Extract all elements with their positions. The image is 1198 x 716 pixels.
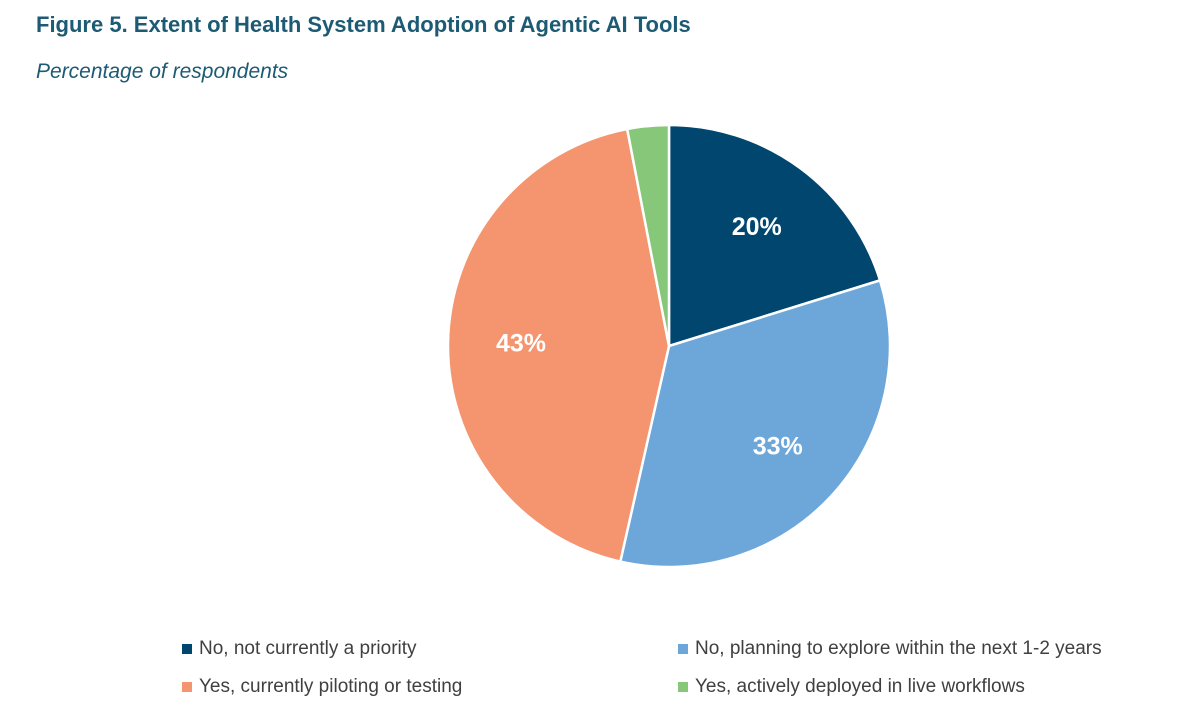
pie-slice xyxy=(667,123,882,348)
slice-data-label: 43% xyxy=(496,330,546,358)
legend: No, not currently a priority No, plannin… xyxy=(182,638,1182,708)
legend-swatch xyxy=(678,682,688,692)
chart-subtitle: Percentage of respondents xyxy=(36,60,289,83)
legend-swatch xyxy=(678,644,688,654)
pie-slice xyxy=(446,127,671,563)
slice-data-label: 20% xyxy=(732,213,782,241)
pie-slices xyxy=(446,123,892,569)
pie-chart: 20% 33% 43% xyxy=(446,123,892,569)
legend-swatch xyxy=(182,682,192,692)
pie-labels: 20% 33% 43% xyxy=(496,213,803,461)
pie-slice xyxy=(619,279,892,569)
legend-label: Yes, actively deployed in live workflows xyxy=(695,676,1025,697)
legend-item: Yes, currently piloting or testing xyxy=(182,676,462,698)
legend-item: No, planning to explore within the next … xyxy=(678,638,1102,660)
pie-slice xyxy=(625,123,671,348)
legend-label: No, planning to explore within the next … xyxy=(695,638,1102,659)
slice-data-label: 33% xyxy=(753,432,803,460)
legend-label: Yes, currently piloting or testing xyxy=(199,676,463,697)
legend-item: Yes, actively deployed in live workflows xyxy=(678,676,1025,698)
legend-item: No, not currently a priority xyxy=(182,638,417,660)
chart-title: Figure 5. Extent of Health System Adopti… xyxy=(36,12,691,37)
legend-swatch xyxy=(182,644,192,654)
legend-label: No, not currently a priority xyxy=(199,638,417,659)
